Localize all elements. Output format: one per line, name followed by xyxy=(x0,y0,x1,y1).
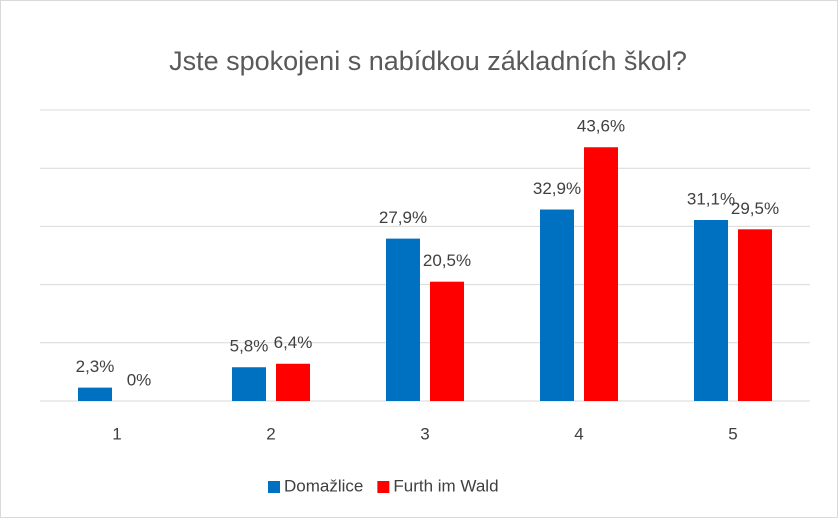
data-label: 29,5% xyxy=(731,199,779,218)
data-label: 6,4% xyxy=(274,333,313,352)
x-tick-label: 4 xyxy=(574,424,583,443)
data-label: 27,9% xyxy=(379,208,427,227)
legend-swatch xyxy=(268,481,280,493)
bar xyxy=(232,367,266,401)
x-tick-label: 5 xyxy=(728,424,737,443)
chart-title: Jste spokojeni s nabídkou základních ško… xyxy=(169,46,687,76)
data-label: 32,9% xyxy=(533,179,581,198)
bar xyxy=(738,229,772,401)
bar xyxy=(430,281,464,401)
legend-label: Furth im Wald xyxy=(393,476,498,495)
data-label: 2,3% xyxy=(76,357,115,376)
data-label: 43,6% xyxy=(577,117,625,136)
data-label: 5,8% xyxy=(230,337,269,356)
data-label: 0% xyxy=(127,370,152,389)
bar xyxy=(386,238,420,401)
legend-swatch xyxy=(377,481,390,493)
data-label: 31,1% xyxy=(687,189,735,208)
x-tick-label: 3 xyxy=(420,424,429,443)
bar xyxy=(276,363,310,401)
x-tick-label: 1 xyxy=(112,424,121,443)
bar xyxy=(694,219,728,401)
x-tick-label: 2 xyxy=(266,424,275,443)
data-label: 20,5% xyxy=(423,251,471,270)
legend-label: Domažlice xyxy=(284,476,363,495)
bar xyxy=(78,387,112,401)
bar xyxy=(540,209,574,401)
bar xyxy=(584,147,618,401)
